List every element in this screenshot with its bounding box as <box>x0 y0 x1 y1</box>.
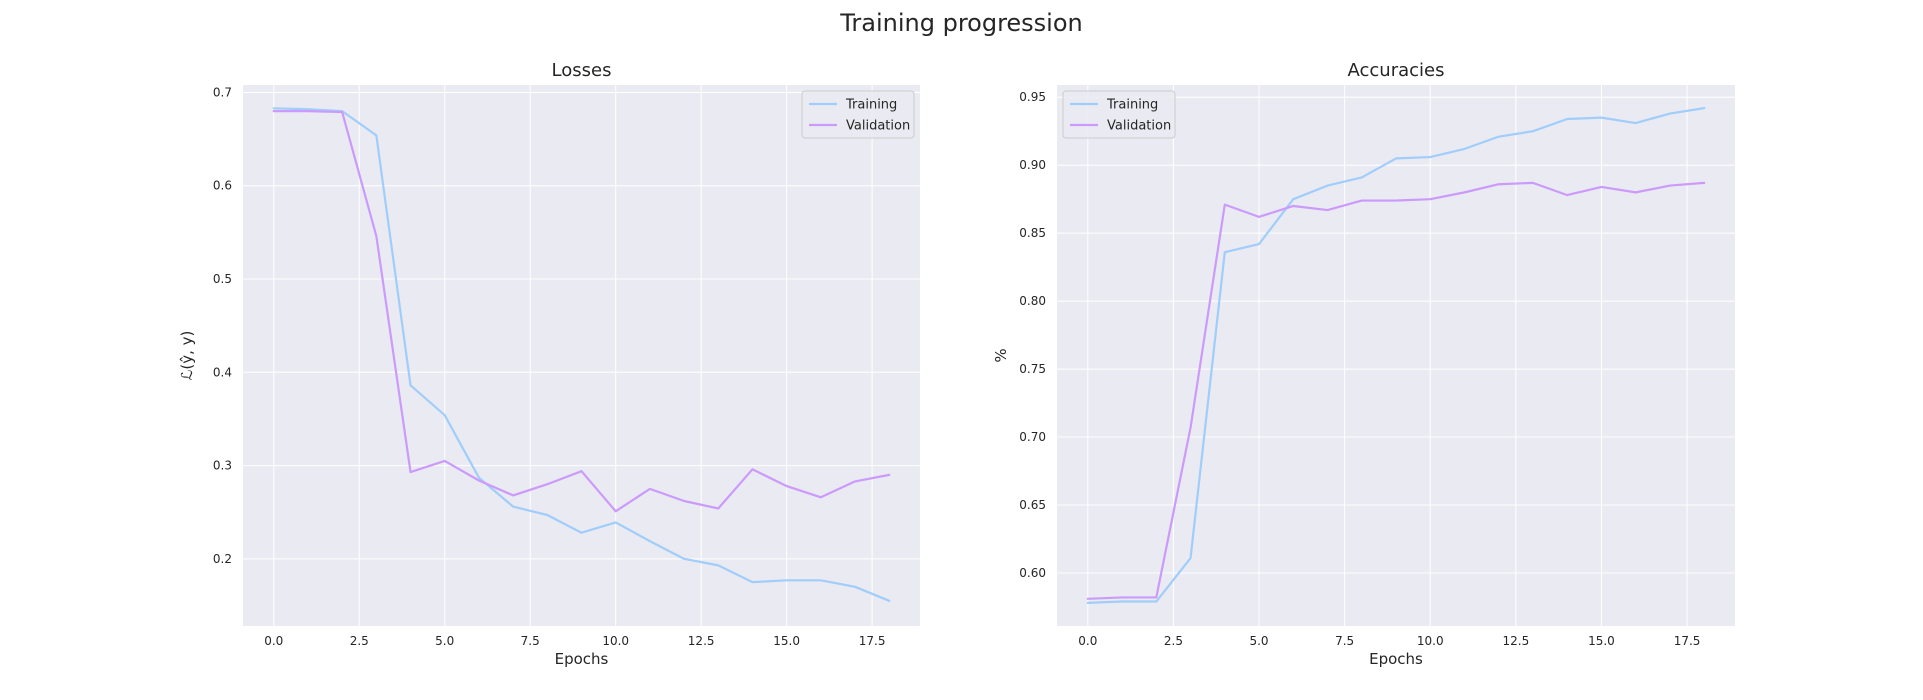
accuracies-legend-label-training: Training <box>1106 98 1158 113</box>
figure-title: Training progression <box>839 9 1083 37</box>
losses-panel: 0.0 2.5 5.0 7.5 10.0 12.5 15.0 17.5 0.2 0.3 0.4 0.5… <box>178 60 920 668</box>
losses-y-tick-label: 0.3 <box>213 459 232 473</box>
losses-legend-frame <box>801 90 915 139</box>
losses-x-tick-label: 15.0 <box>773 634 800 648</box>
accuracies-plot-area <box>1057 85 1735 626</box>
accuracies-y-tick-label: 0.90 <box>1019 158 1046 172</box>
accuracies-y-tick-label: 0.65 <box>1019 498 1046 512</box>
accuracies-x-tick-label: 2.5 <box>1164 634 1183 648</box>
losses-x-tick-label: 10.0 <box>602 634 629 648</box>
losses-x-tick-label: 2.5 <box>350 634 369 648</box>
accuracies-x-axis-label: Epochs <box>1369 650 1423 668</box>
accuracies-legend: Training Validation <box>1062 90 1176 139</box>
accuracies-x-tick-label: 12.5 <box>1502 634 1529 648</box>
accuracies-title: Accuracies <box>1348 60 1445 81</box>
accuracies-validation-line <box>1086 181 1706 600</box>
losses-title: Losses <box>552 60 612 81</box>
losses-validation-line <box>272 110 891 513</box>
accuracies-x-tick-label: 0.0 <box>1078 634 1097 648</box>
losses-y-tick-label: 0.5 <box>213 272 232 286</box>
losses-y-tick-label: 0.6 <box>213 179 232 193</box>
losses-x-tick-label: 17.5 <box>859 634 886 648</box>
accuracies-y-tick-label: 0.60 <box>1019 566 1046 580</box>
accuracies-training-line <box>1086 107 1706 604</box>
accuracies-y-tick-label: 0.70 <box>1019 430 1046 444</box>
losses-x-tick-label: 12.5 <box>688 634 715 648</box>
accuracies-y-tick-label: 0.80 <box>1019 294 1046 308</box>
losses-y-tick-label: 0.4 <box>213 365 232 379</box>
accuracies-x-tick-label: 10.0 <box>1417 634 1444 648</box>
accuracies-y-tick-label: 0.95 <box>1019 90 1046 104</box>
accuracies-x-tick-label: 15.0 <box>1588 634 1615 648</box>
accuracies-y-tick-label: 0.75 <box>1019 362 1046 376</box>
losses-x-tick-label: 7.5 <box>521 634 540 648</box>
losses-y-tick-label: 0.2 <box>213 552 232 566</box>
losses-legend-label-validation: Validation <box>846 119 910 134</box>
losses-training-line <box>272 107 891 602</box>
losses-y-tick-label: 0.7 <box>213 85 232 99</box>
losses-y-axis-label: ℒ(ŷ, y) <box>178 331 196 381</box>
accuracies-legend-label-validation: Validation <box>1107 119 1171 134</box>
accuracies-y-tick-label: 0.85 <box>1019 226 1046 240</box>
losses-x-tick-label: 5.0 <box>435 634 454 648</box>
losses-x-tick-label: 0.0 <box>264 634 283 648</box>
accuracies-x-tick-label: 17.5 <box>1674 634 1701 648</box>
losses-x-axis-label: Epochs <box>555 650 609 668</box>
accuracies-x-tick-label: 5.0 <box>1249 634 1268 648</box>
losses-legend: Training Validation <box>801 90 915 139</box>
accuracies-panel: 0.0 2.5 5.0 7.5 10.0 12.5 15.0 17.5 0.60 0.65 0.70… <box>992 60 1735 668</box>
accuracies-y-axis-label: % <box>992 348 1010 362</box>
accuracies-legend-frame <box>1062 90 1176 139</box>
losses-legend-label-training: Training <box>845 98 897 113</box>
accuracies-x-tick-label: 7.5 <box>1335 634 1354 648</box>
losses-plot-area <box>243 85 920 626</box>
